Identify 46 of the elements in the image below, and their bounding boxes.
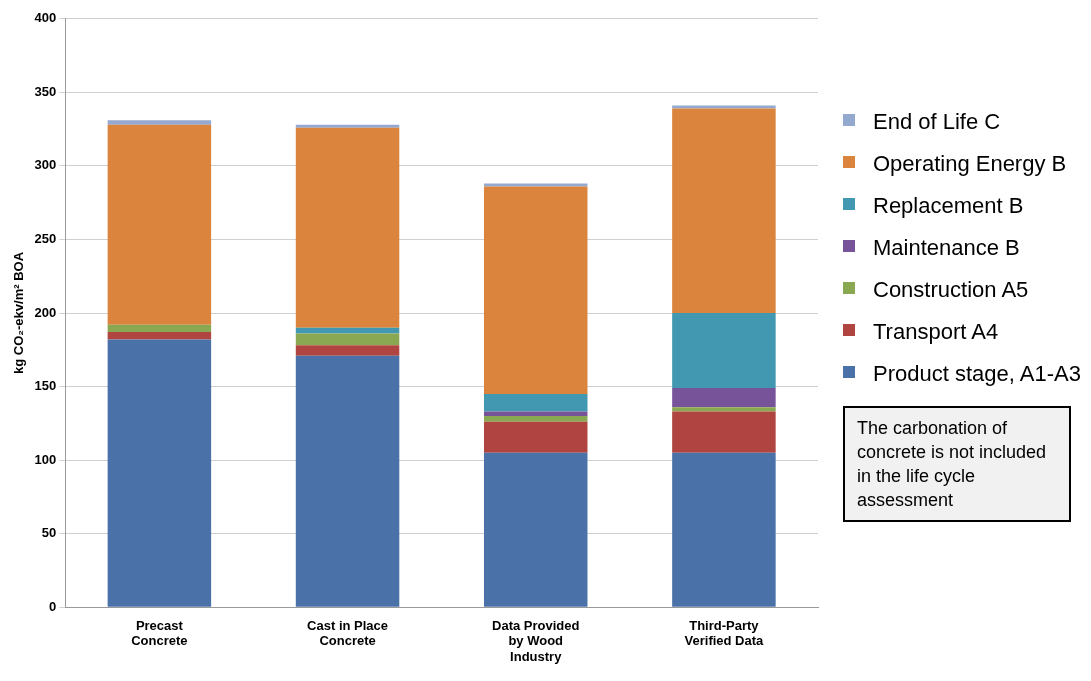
legend-label: Product stage, A1-A3 [873, 360, 1081, 388]
y-tick-label: 0 [49, 598, 57, 614]
legend-label: Construction A5 [873, 276, 1029, 304]
bar [107, 324, 212, 333]
x-tick-label: Precast Concrete [131, 617, 188, 649]
y-tick-label: 100 [34, 451, 57, 467]
bar [107, 332, 212, 340]
y-tick-label: 250 [34, 231, 57, 247]
bar [295, 124, 400, 128]
bar [295, 345, 400, 356]
y-tick-label: 400 [34, 10, 57, 26]
bar [672, 108, 776, 313]
bar [672, 407, 776, 412]
bar [483, 393, 588, 412]
bar [483, 452, 588, 607]
legend-label: Operating Energy B [873, 150, 1067, 178]
bar [107, 120, 212, 125]
bar [672, 105, 776, 109]
legend-label: Maintenance B [873, 234, 1020, 262]
bar [295, 127, 400, 328]
bar [483, 411, 588, 416]
bar [295, 333, 400, 346]
bar [107, 124, 212, 325]
bar [107, 339, 212, 607]
bar [295, 327, 400, 334]
x-tick-label: Third-Party Verified Data [684, 617, 765, 649]
y-tick-label: 350 [34, 83, 57, 99]
y-axis-title: kg CO₂-ekv/m² BOA [11, 251, 27, 375]
y-tick-label: 300 [34, 157, 57, 173]
y-tick-label: 150 [34, 378, 57, 394]
bar [672, 411, 776, 453]
text: The carbonation of concrete is not included in the life cycle assessment [843, 406, 1071, 522]
bar [672, 388, 776, 408]
bar [483, 186, 588, 394]
bar [483, 421, 588, 453]
y-tick-label: 200 [34, 304, 57, 320]
bar [295, 355, 400, 607]
bar [672, 313, 776, 389]
legend-label: Replacement B [873, 192, 1024, 220]
bar [672, 452, 776, 607]
y-tick-label: 50 [41, 525, 57, 541]
x-tick-label: Data Provided by Wood Industry [492, 617, 580, 664]
legend-label: End of Life C [873, 108, 1001, 136]
x-tick-label: Cast in Place Concrete [307, 617, 389, 649]
legend-label: Transport A4 [873, 318, 999, 346]
bar [483, 415, 588, 422]
